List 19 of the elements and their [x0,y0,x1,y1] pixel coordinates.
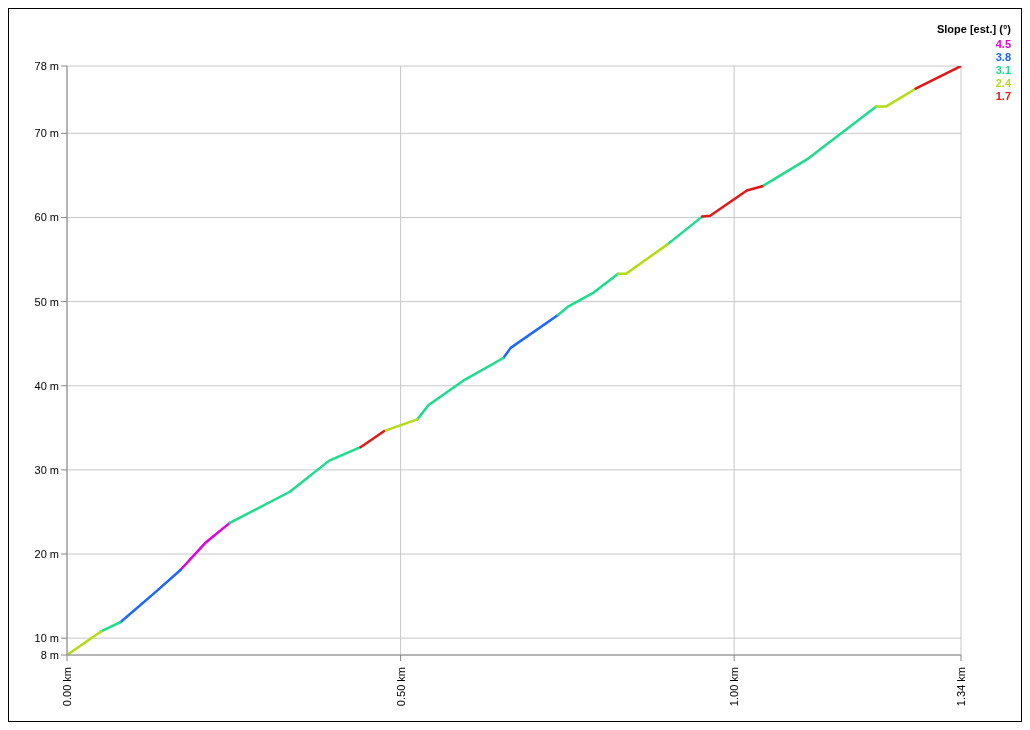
y-tick-label: 78 m [34,59,59,72]
x-tick-label: 0.50 km [394,667,407,707]
legend-title: Slope [est.] (°) [936,23,1012,35]
y-tick-label: 70 m [34,127,59,140]
text: 1.7 [995,90,1011,102]
x-tick-label: 0.00 km [61,667,73,707]
text: 3.8 [995,51,1011,63]
text: 2.4 [995,77,1012,89]
y-tick-label: 30 m [34,463,59,476]
y-tick-label: 20 m [34,547,59,560]
y-tick-label: 40 m [34,379,59,392]
y-tick-label: 50 m [34,295,59,308]
x-tick-label: 1.00 km [728,667,741,707]
text: 4.5 [995,38,1011,50]
text: 3.1 [995,64,1011,76]
y-tick-label: 8 m [40,648,59,661]
y-tick-label: 60 m [34,211,59,224]
x-tick-label: 1.34 km [955,667,967,707]
y-tick-label: 10 m [34,632,59,645]
